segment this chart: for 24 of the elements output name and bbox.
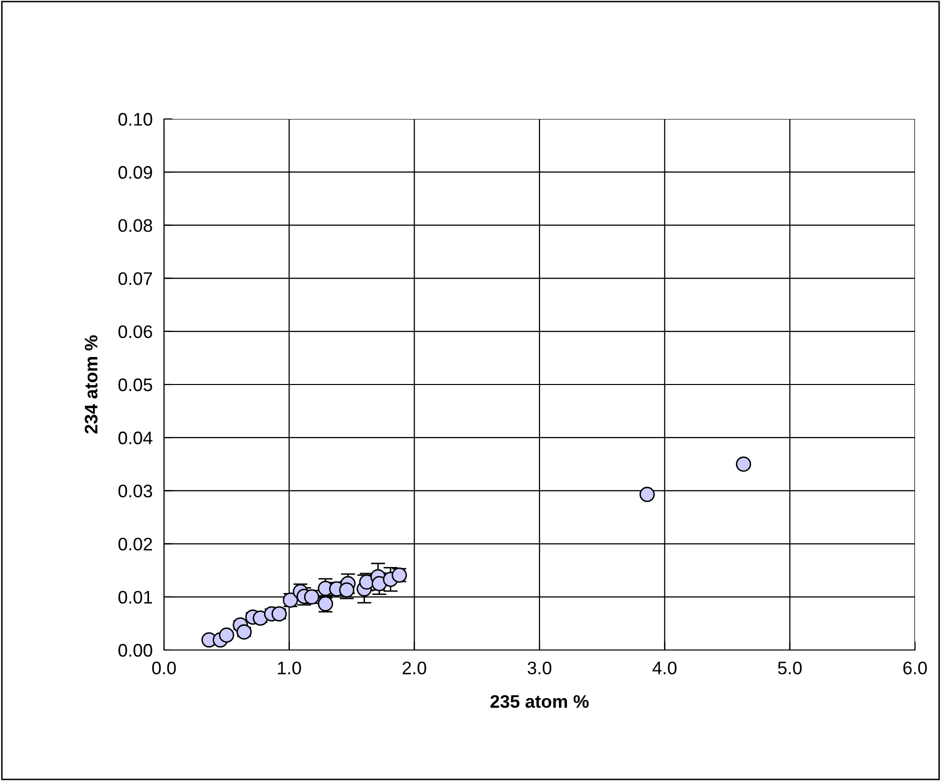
point <box>640 486 655 502</box>
x-tick-label: 0.0 <box>152 662 176 674</box>
point <box>236 624 252 640</box>
x-tick-label: 6.0 <box>903 662 927 674</box>
x-tick-label: 1.0 <box>278 662 302 674</box>
x-tick-label: 4.0 <box>652 662 677 674</box>
y-tick-label: 0.00 <box>118 644 152 657</box>
y-tick-label: 0.10 <box>118 112 152 126</box>
y-tick-label: 0.02 <box>118 538 152 551</box>
y-tick-label: 0.01 <box>118 590 152 604</box>
y-tick-label: 0.06 <box>118 325 152 338</box>
y-tick-label: 0.09 <box>118 166 152 179</box>
y-tick-label: 0.03 <box>118 484 152 498</box>
y-tick-label: 0.04 <box>118 432 152 444</box>
point <box>218 627 234 643</box>
x-tick-label: 2.0 <box>402 662 426 674</box>
x-tick-label: 5.0 <box>778 662 802 674</box>
y-tick-label: 0.08 <box>118 219 152 232</box>
x-axis-title: 235 atom % <box>490 695 589 708</box>
x-tick-label: 3.0 <box>528 662 552 674</box>
y-tick-label: 0.07 <box>118 272 152 286</box>
y-tick-label: 0.05 <box>118 378 152 392</box>
y-axis-title: 234 atom % <box>84 335 98 434</box>
point <box>736 456 752 472</box>
